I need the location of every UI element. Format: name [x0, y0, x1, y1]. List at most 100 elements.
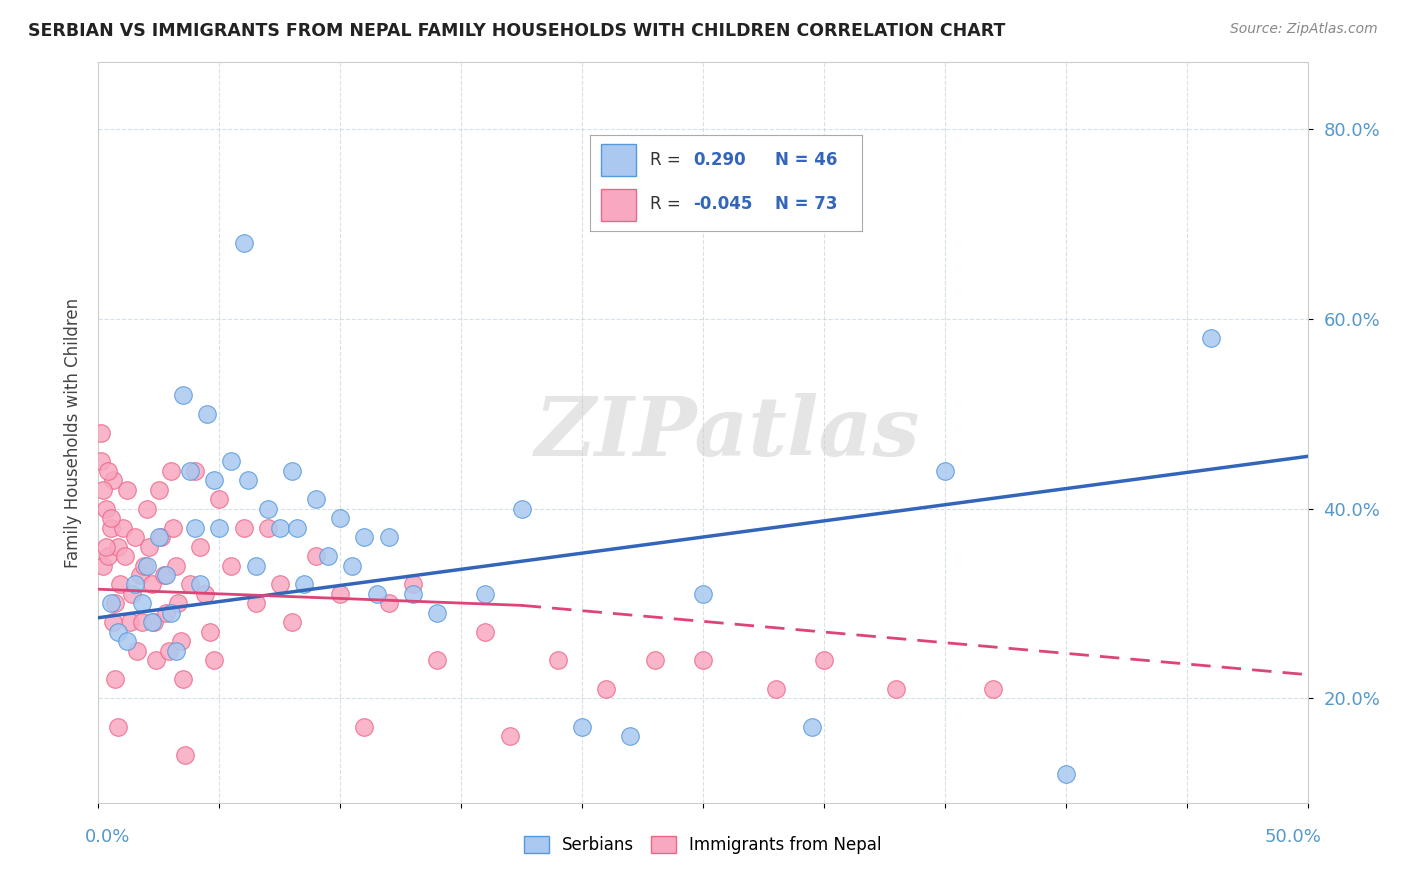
Point: [101, 615, 124, 630]
Point: [204, 653, 226, 667]
Text: ZIPatlas: ZIPatlas: [534, 392, 920, 473]
Point: [256, 501, 278, 516]
Point: [305, 491, 328, 506]
Point: [121, 587, 143, 601]
Point: [644, 653, 666, 667]
Point: [162, 520, 184, 534]
Text: SERBIAN VS IMMIGRANTS FROM NEPAL FAMILY HOUSEHOLDS WITH CHILDREN CORRELATION CHA: SERBIAN VS IMMIGRANTS FROM NEPAL FAMILY …: [28, 22, 1005, 40]
Point: [131, 597, 153, 611]
Point: [107, 624, 129, 639]
Point: [160, 606, 183, 620]
Point: [377, 530, 399, 544]
Point: [188, 540, 211, 554]
Point: [402, 577, 425, 591]
Point: [145, 653, 167, 667]
Legend: Serbians, Immigrants from Nepal: Serbians, Immigrants from Nepal: [517, 830, 889, 861]
Point: [108, 577, 131, 591]
Point: [934, 464, 956, 478]
Point: [90, 454, 112, 468]
Point: [765, 681, 787, 696]
Point: [188, 577, 211, 591]
Point: [124, 530, 146, 544]
Point: [104, 597, 127, 611]
Point: [141, 577, 163, 591]
Text: R =: R =: [650, 195, 681, 213]
Point: [366, 587, 388, 601]
Point: [692, 587, 714, 601]
Text: 50.0%: 50.0%: [1264, 828, 1322, 846]
Text: 0.0%: 0.0%: [84, 828, 129, 846]
Point: [377, 597, 399, 611]
Point: [172, 673, 194, 687]
Text: -0.045: -0.045: [693, 195, 752, 213]
Point: [117, 634, 139, 648]
Point: [155, 568, 177, 582]
Point: [141, 615, 163, 630]
Text: R =: R =: [650, 151, 681, 169]
Point: [90, 425, 112, 440]
Point: [128, 568, 150, 582]
Point: [160, 464, 183, 478]
Point: [107, 720, 129, 734]
Point: [165, 644, 187, 658]
Point: [135, 501, 157, 516]
Point: [800, 720, 823, 734]
Point: [402, 587, 425, 601]
Point: [198, 624, 221, 639]
Point: [195, 407, 218, 421]
Point: [510, 501, 533, 516]
Point: [118, 615, 141, 630]
Point: [194, 587, 217, 601]
Text: Source: ZipAtlas.com: Source: ZipAtlas.com: [1230, 22, 1378, 37]
Point: [571, 720, 593, 734]
Text: N = 46: N = 46: [775, 151, 838, 169]
Point: [101, 473, 124, 487]
Point: [124, 577, 146, 591]
Point: [1054, 767, 1077, 781]
Point: [329, 511, 352, 525]
Point: [256, 520, 278, 534]
Point: [134, 558, 156, 573]
Text: N = 73: N = 73: [775, 195, 838, 213]
Point: [353, 530, 375, 544]
Point: [281, 464, 304, 478]
Point: [127, 644, 149, 658]
Point: [143, 615, 166, 630]
Point: [281, 615, 304, 630]
Point: [245, 558, 267, 573]
Point: [232, 520, 254, 534]
Point: [100, 511, 122, 525]
Point: [474, 624, 496, 639]
Point: [886, 681, 908, 696]
Point: [232, 235, 254, 250]
Point: [152, 568, 174, 582]
Point: [329, 587, 352, 601]
Point: [138, 540, 160, 554]
Point: [1199, 331, 1222, 345]
Point: [498, 730, 520, 744]
Point: [353, 720, 375, 734]
Point: [981, 681, 1004, 696]
Point: [813, 653, 835, 667]
Point: [547, 653, 569, 667]
Point: [208, 520, 231, 534]
Point: [97, 464, 120, 478]
Point: [114, 549, 136, 563]
Point: [91, 483, 114, 497]
Point: [426, 606, 449, 620]
Point: [595, 681, 617, 696]
Point: [208, 491, 231, 506]
Point: [619, 730, 641, 744]
Point: [305, 549, 328, 563]
Point: [692, 653, 714, 667]
Bar: [600, 145, 636, 176]
Point: [179, 577, 201, 591]
Point: [100, 597, 122, 611]
Point: [107, 540, 129, 554]
Point: [94, 540, 117, 554]
Point: [172, 387, 194, 401]
Point: [104, 673, 127, 687]
Point: [221, 454, 243, 468]
Point: [174, 748, 197, 763]
Point: [155, 606, 177, 620]
